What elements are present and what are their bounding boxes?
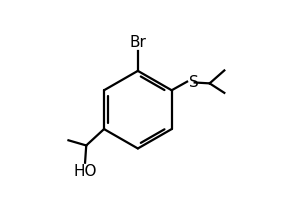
Text: Br: Br (129, 35, 146, 50)
Text: HO: HO (73, 164, 97, 179)
Text: S: S (189, 75, 199, 90)
